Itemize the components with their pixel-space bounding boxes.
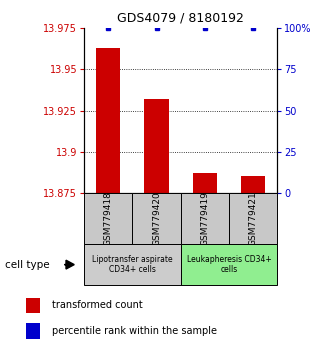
Text: GSM779421: GSM779421 — [248, 191, 258, 246]
Text: transformed count: transformed count — [52, 300, 143, 310]
Bar — [84, 193, 132, 244]
Bar — [229, 193, 277, 244]
Text: cell type: cell type — [5, 259, 50, 270]
Text: Leukapheresis CD34+
cells: Leukapheresis CD34+ cells — [186, 255, 271, 274]
Text: GSM779418: GSM779418 — [104, 191, 113, 246]
Text: GSM779419: GSM779419 — [200, 191, 209, 246]
Bar — [145, 99, 169, 193]
Bar — [26, 323, 40, 339]
Title: GDS4079 / 8180192: GDS4079 / 8180192 — [117, 11, 244, 24]
Bar — [181, 244, 277, 285]
Bar — [96, 48, 120, 193]
Bar — [26, 297, 40, 313]
Text: percentile rank within the sample: percentile rank within the sample — [52, 326, 217, 336]
Bar — [193, 173, 217, 193]
Bar — [181, 193, 229, 244]
Bar — [132, 193, 181, 244]
Bar — [84, 244, 181, 285]
Text: Lipotransfer aspirate
CD34+ cells: Lipotransfer aspirate CD34+ cells — [92, 255, 173, 274]
Text: GSM779420: GSM779420 — [152, 191, 161, 246]
Bar — [241, 177, 265, 193]
